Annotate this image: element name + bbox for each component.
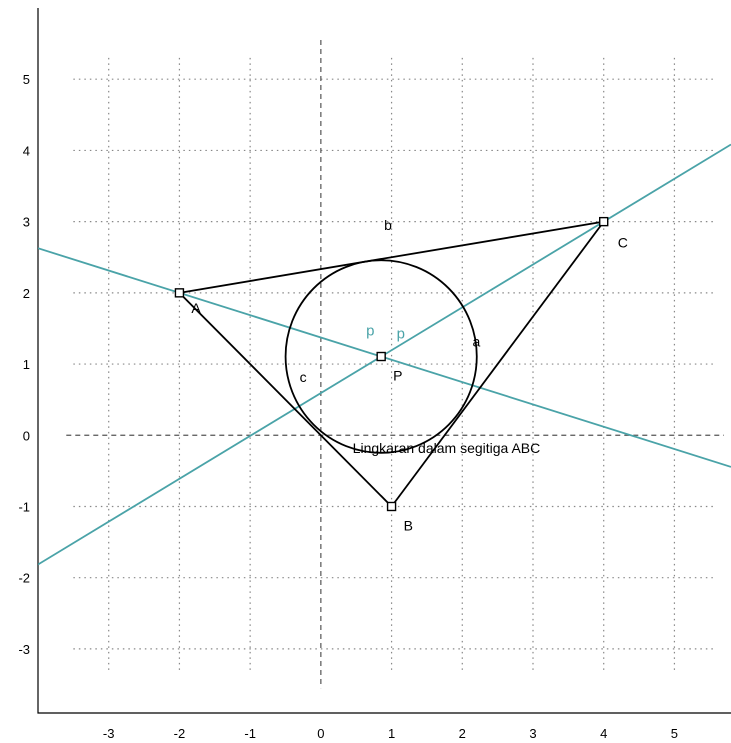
point-label-c: C — [618, 235, 628, 251]
point-marker-a — [174, 288, 185, 298]
point-label-a: A — [191, 300, 201, 316]
side-label-b: b — [384, 217, 392, 233]
axis-lines — [66, 40, 724, 689]
y-tick-label: -3 — [18, 642, 30, 657]
side-label-a: a — [473, 333, 481, 349]
labels: A B C Pa b c p p Lingkaran dalam segitiga ABC — [191, 217, 627, 533]
y-tick-label: 4 — [23, 143, 30, 158]
x-tick-label: -1 — [244, 726, 256, 741]
bisector-label: p — [397, 325, 405, 342]
point-marker-p — [376, 351, 386, 362]
bisector-label: p — [366, 323, 374, 340]
y-tick-label: -2 — [18, 571, 30, 586]
axes-frame — [37, 8, 731, 714]
incircle — [284, 259, 478, 454]
x-tick-label: -3 — [103, 726, 115, 741]
point-label-b: B — [404, 517, 413, 533]
x-tick-label: 5 — [671, 726, 678, 741]
x-tick-label: -2 — [174, 726, 186, 741]
triangle-side — [390, 221, 605, 508]
points — [174, 216, 609, 512]
x-tick-label: 1 — [388, 726, 395, 741]
x-tick-label: 0 — [317, 726, 324, 741]
triangle-side — [178, 292, 393, 508]
y-tick-label: 2 — [23, 286, 30, 301]
y-tick-label: 1 — [23, 357, 30, 372]
incircle-caption: Lingkaran dalam segitiga ABC — [353, 440, 541, 456]
point-marker-c — [599, 216, 609, 227]
x-tick-label: 4 — [600, 726, 607, 741]
point-marker-b — [386, 501, 397, 512]
triangle-abc — [178, 220, 605, 508]
x-tick-label: 2 — [459, 726, 466, 741]
x-tick-label: 3 — [529, 726, 536, 741]
plot-frame — [37, 8, 731, 714]
grid — [73, 57, 717, 671]
tick-labels: -3 -2 -1 0 1 2 3 4 5 -3 -2 -1 0 1 2 3 4 5 — [18, 72, 678, 741]
y-tick-label: -1 — [18, 499, 30, 514]
point-label-p: P — [393, 368, 402, 384]
y-tick-label: 3 — [23, 215, 30, 230]
y-tick-label: 5 — [23, 72, 30, 87]
incircle-path — [284, 259, 478, 454]
triangle-side — [179, 220, 604, 294]
side-label-c: c — [300, 369, 307, 385]
y-tick-label: 0 — [23, 428, 30, 443]
